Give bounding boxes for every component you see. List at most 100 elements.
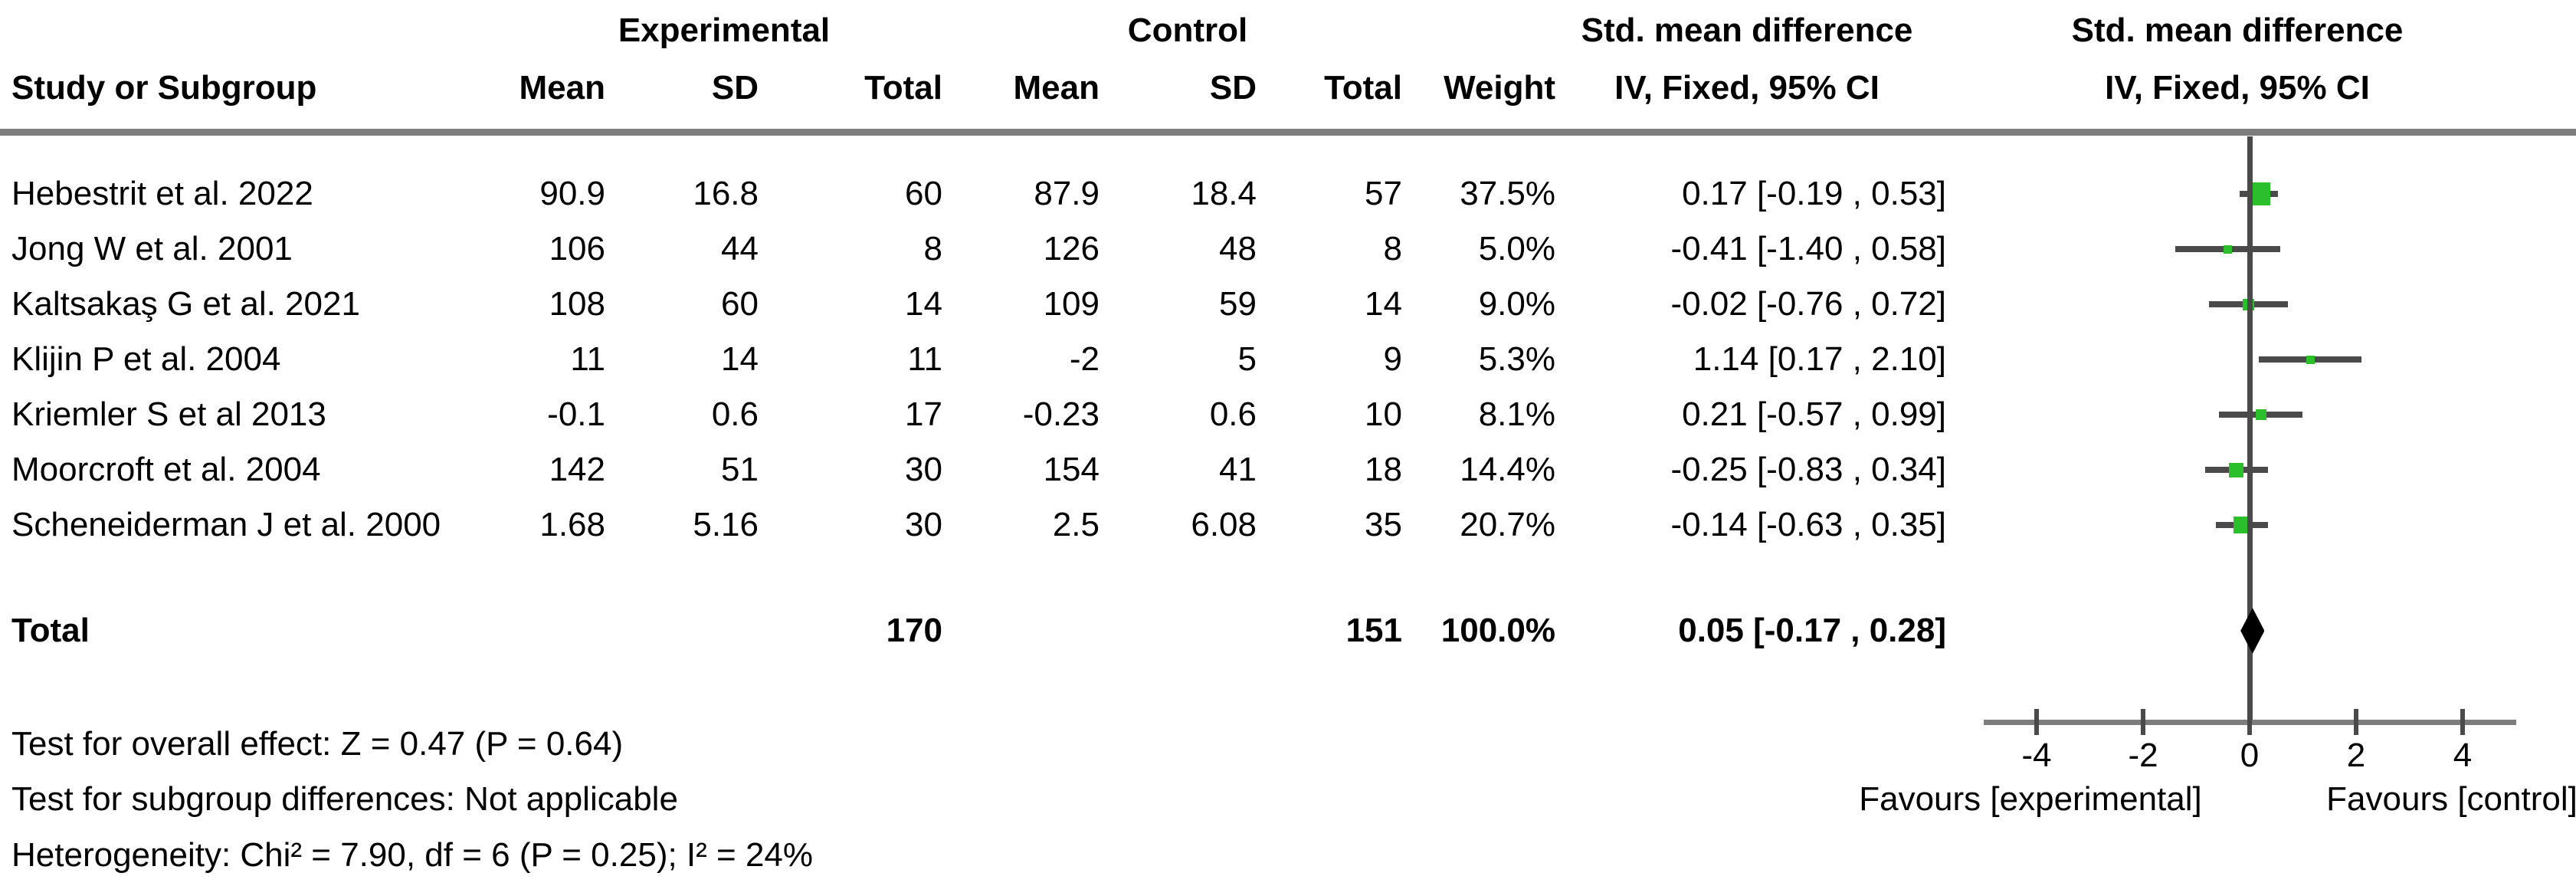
weight: 37.5% (1460, 175, 1555, 212)
ctrl-mean: -0.23 (1022, 395, 1100, 433)
exp-total: 8 (923, 230, 942, 267)
col-header-study: Study or Subgroup (11, 69, 317, 107)
summary-diamond (2240, 608, 2265, 654)
weight: 5.3% (1478, 340, 1555, 378)
ci-text: -0.14 [-0.63 , 0.35] (1670, 506, 1946, 543)
exp-sd: 51 (721, 451, 759, 488)
col-header-exp-mean: Mean (519, 69, 605, 107)
table-row: Hebestrit et al. 2022 90.9 16.8 60 87.9 18.4 5… (0, 166, 1961, 222)
ci-text: -0.25 [-0.83 , 0.34] (1670, 451, 1946, 488)
x-axis-tick-label: 0 (2240, 737, 2260, 774)
ctrl-mean: 87.9 (1034, 175, 1100, 212)
effect-marker (2234, 517, 2251, 533)
col-header-ci-plot: IV, Fixed, 95% CI (2105, 69, 2370, 107)
ci-text: 0.21 [-0.57 , 0.99] (1682, 395, 1946, 433)
exp-total: 30 (905, 451, 942, 488)
total-weight: 100.0% (1440, 612, 1555, 649)
exp-sd: 44 (721, 230, 759, 267)
total-ctrl-n: 151 (1345, 612, 1402, 649)
ctrl-mean: 109 (1043, 285, 1100, 323)
study-name: Kriemler S et al 2013 (11, 395, 326, 433)
effect-marker (2306, 355, 2315, 364)
total-exp-n: 170 (886, 612, 942, 649)
heterogeneity-stats: Heterogeneity: Chi² = 7.90, df = 6 (P = … (11, 836, 814, 874)
overall-effect-test: Test for overall effect: Z = 0.47 (P = 0… (11, 725, 624, 763)
x-axis-tick (2141, 709, 2145, 735)
col-header-ctrl-total: Total (1324, 69, 1402, 107)
ctrl-sd: 18.4 (1191, 175, 1257, 212)
col-header-ctrl-sd: SD (1209, 69, 1257, 107)
ctrl-total: 57 (1365, 175, 1402, 212)
x-axis-tick-label: -4 (2021, 737, 2052, 774)
x-axis-tick-label: -2 (2128, 737, 2158, 774)
exp-mean: 1.68 (539, 506, 605, 543)
study-name: Scheneiderman J et al. 2000 (11, 506, 441, 543)
ci-text: 0.17 [-0.19 , 0.53] (1682, 175, 1946, 212)
ctrl-mean: 2.5 (1052, 506, 1100, 543)
ctrl-mean: -2 (1069, 340, 1100, 378)
study-name: Klijin P et al. 2004 (11, 340, 281, 378)
zero-reference-line (2247, 136, 2253, 725)
group-header-control: Control (1127, 11, 1248, 49)
exp-sd: 16.8 (693, 175, 759, 212)
x-axis-tick (2034, 709, 2039, 735)
x-axis-tick-label: 2 (2346, 737, 2366, 774)
x-axis-tick (2354, 709, 2358, 735)
group-header-smd-plot: Std. mean difference (2071, 11, 2404, 49)
exp-mean: -0.1 (547, 395, 605, 433)
x-axis-tick-label: 4 (2453, 737, 2473, 774)
group-header-smd-text: Std. mean difference (1581, 11, 1913, 49)
study-name: Jong W et al. 2001 (11, 230, 293, 267)
ctrl-sd: 48 (1219, 230, 1257, 267)
exp-total: 14 (905, 285, 942, 323)
col-header-ctrl-mean: Mean (1013, 69, 1100, 107)
table-row: Moorcroft et al. 2004 142 51 30 154 41 18 14.4%… (0, 442, 1961, 497)
total-ci-text: 0.05 [-0.17 , 0.28] (1678, 612, 1946, 649)
ctrl-sd: 5 (1237, 340, 1257, 378)
study-name: Moorcroft et al. 2004 (11, 451, 321, 488)
ctrl-total: 35 (1365, 506, 1402, 543)
ci-text: -0.41 [-1.40 , 0.58] (1670, 230, 1946, 267)
study-name: Kaltsakaş G et al. 2021 (11, 285, 360, 323)
table-row: Kriemler S et al 2013 -0.1 0.6 17 -0.23 0.6 10… (0, 387, 1961, 442)
weight: 5.0% (1478, 230, 1555, 267)
exp-sd: 5.16 (693, 506, 759, 543)
col-header-exp-sd: SD (711, 69, 759, 107)
ctrl-total: 8 (1383, 230, 1402, 267)
effect-marker (2229, 462, 2244, 477)
ci-text: 1.14 [0.17 , 2.10] (1693, 340, 1946, 378)
subgroup-differences-test: Test for subgroup differences: Not appli… (11, 780, 678, 818)
col-header-weight: Weight (1444, 69, 1555, 107)
ctrl-total: 18 (1365, 451, 1402, 488)
ctrl-total: 9 (1383, 340, 1402, 378)
exp-mean: 11 (570, 340, 605, 378)
favours-experimental-label: Favours [experimental] (1859, 780, 2202, 818)
header-rule (0, 129, 2576, 136)
x-axis-tick (2460, 709, 2465, 735)
ctrl-sd: 6.08 (1191, 506, 1257, 543)
total-row: Total 170 151 100.0% 0.05 [-0.17 , 0.28] (0, 603, 1961, 658)
ctrl-mean: 154 (1043, 451, 1100, 488)
exp-mean: 106 (549, 230, 605, 267)
weight: 8.1% (1478, 395, 1555, 433)
ctrl-total: 14 (1365, 285, 1402, 323)
table-row: Scheneiderman J et al. 2000 1.68 5.16 30 2.5… (0, 497, 1961, 553)
x-axis-tick (2247, 709, 2252, 735)
weight: 20.7% (1460, 506, 1555, 543)
ctrl-total: 10 (1365, 395, 1402, 433)
effect-marker (2255, 409, 2266, 420)
ctrl-mean: 126 (1043, 230, 1100, 267)
group-header-experimental: Experimental (618, 11, 831, 49)
ci-text: -0.02 [-0.76 , 0.72] (1670, 285, 1946, 323)
weight: 9.0% (1478, 285, 1555, 323)
col-header-exp-total: Total (864, 69, 942, 107)
exp-total: 60 (905, 175, 942, 212)
table-row: Jong W et al. 2001 106 44 8 126 48 8 5.0% -0.41 … (0, 222, 1961, 277)
ctrl-sd: 41 (1219, 451, 1257, 488)
exp-mean: 90.9 (539, 175, 605, 212)
table-row: Klijin P et al. 2004 11 14 11 -2 5 9 5.3% 1.14 [… (0, 332, 1961, 387)
effect-marker (2224, 244, 2232, 254)
exp-total: 30 (905, 506, 942, 543)
table-row: Kaltsakaş G et al. 2021 108 60 14 109 59 14 9.0… (0, 277, 1961, 332)
